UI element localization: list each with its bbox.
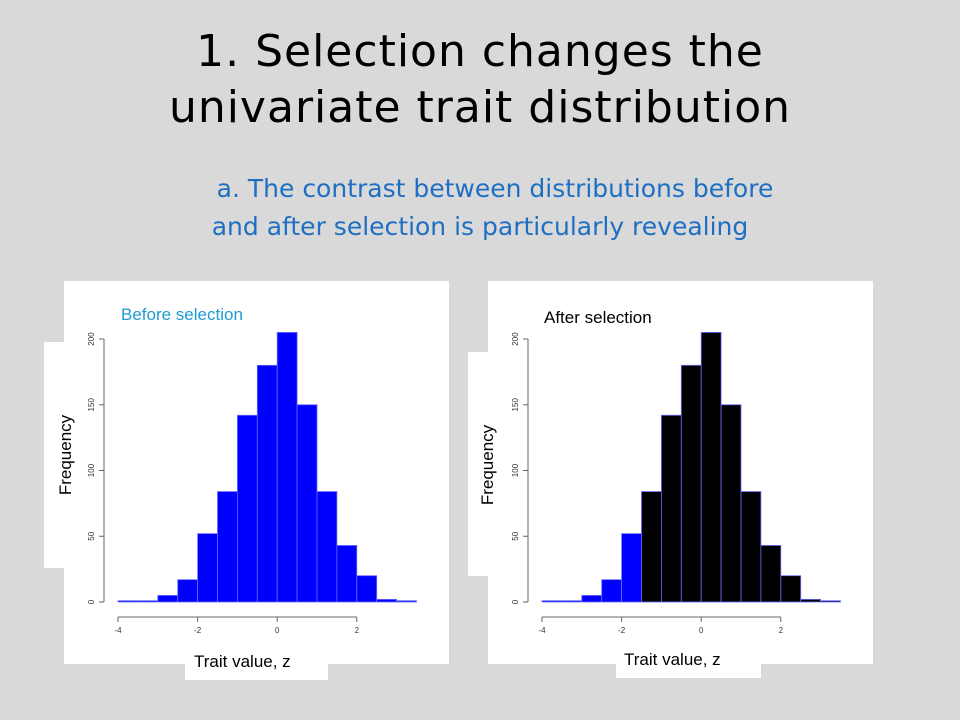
y-tick-label: 0: [511, 599, 520, 604]
after-caption: After selection: [544, 308, 652, 327]
histogram-bar: [117, 600, 139, 603]
y-tick-label: 100: [511, 463, 520, 477]
after-ylabel: Frequency: [478, 424, 497, 506]
title-line-1: 1. Selection changes the: [196, 26, 764, 77]
before-caption: Before selection: [121, 305, 243, 324]
after-ylabel-box: [468, 352, 508, 576]
histogram-bar: [356, 575, 378, 603]
x-tick-label: -2: [618, 626, 626, 635]
before-histogram: -4 -2 0 2 0 50 100 150 200: [87, 332, 417, 635]
x-tick-label: 2: [355, 626, 360, 635]
histogram-bar: [137, 600, 159, 603]
x-tick-label: 2: [779, 626, 784, 635]
histogram-bar: [561, 600, 583, 603]
x-tick-label: -4: [114, 626, 122, 635]
y-tick-label: 200: [87, 332, 96, 346]
before-ylabel: Frequency: [56, 414, 75, 496]
histogram-bar: [336, 545, 358, 603]
slide-title: 1. Selection changes the univariate trai…: [0, 24, 960, 136]
histogram-bar: [197, 533, 218, 603]
subtitle-line-2: and after selection is particularly reve…: [211, 212, 749, 241]
y-tick-label: 50: [87, 531, 96, 540]
histogram-bar: [376, 598, 398, 603]
histogram-bar: [296, 404, 318, 603]
histogram-bar: [217, 491, 238, 603]
after-xlabel: Trait value, z: [624, 650, 721, 669]
slide-subtitle: a. The contrast between distributions be…: [0, 170, 960, 246]
before-xlabel-box: [185, 646, 328, 680]
histogram-bar: [316, 491, 338, 603]
histogram-bar: [621, 533, 642, 603]
y-tick-label: 50: [511, 531, 520, 540]
histogram-bar: [641, 491, 662, 603]
after-histogram: -4 -2 0 2 0 50 100 150 200: [511, 332, 841, 635]
y-tick-label: 100: [87, 463, 96, 477]
before-ylabel-box: [44, 342, 84, 568]
histogram-bar: [256, 364, 278, 603]
y-tick-label: 200: [511, 332, 520, 346]
histogram-bar: [581, 595, 603, 603]
x-tick-label: 0: [275, 626, 280, 635]
histogram-bar: [820, 600, 841, 603]
histogram-bar: [800, 598, 822, 603]
histogram-bar: [396, 600, 417, 603]
histogram-bar: [720, 404, 742, 603]
histogram-bar: [276, 332, 298, 603]
histogram-bar: [660, 414, 682, 603]
histogram-bar: [700, 332, 722, 603]
title-line-2: univariate trait distribution: [168, 82, 792, 133]
histogram-bar: [157, 595, 179, 603]
histogram-bar: [740, 491, 762, 603]
histogram-bar: [177, 579, 198, 603]
subtitle-line-1: a. The contrast between distributions be…: [216, 174, 774, 203]
y-tick-label: 150: [511, 398, 520, 412]
x-tick-label: -4: [538, 626, 546, 635]
histogram-bar: [601, 579, 622, 603]
before-xlabel: Trait value, z: [194, 652, 291, 671]
histogram-bar: [760, 545, 782, 603]
x-tick-label: 0: [699, 626, 704, 635]
y-tick-label: 150: [87, 398, 96, 412]
x-tick-label: -2: [194, 626, 202, 635]
y-tick-label: 0: [87, 599, 96, 604]
histogram-bar: [541, 600, 563, 603]
histogram-bar: [236, 414, 258, 603]
histogram-bar: [780, 575, 802, 603]
histogram-bar: [680, 364, 702, 603]
after-xlabel-box: [616, 644, 761, 678]
